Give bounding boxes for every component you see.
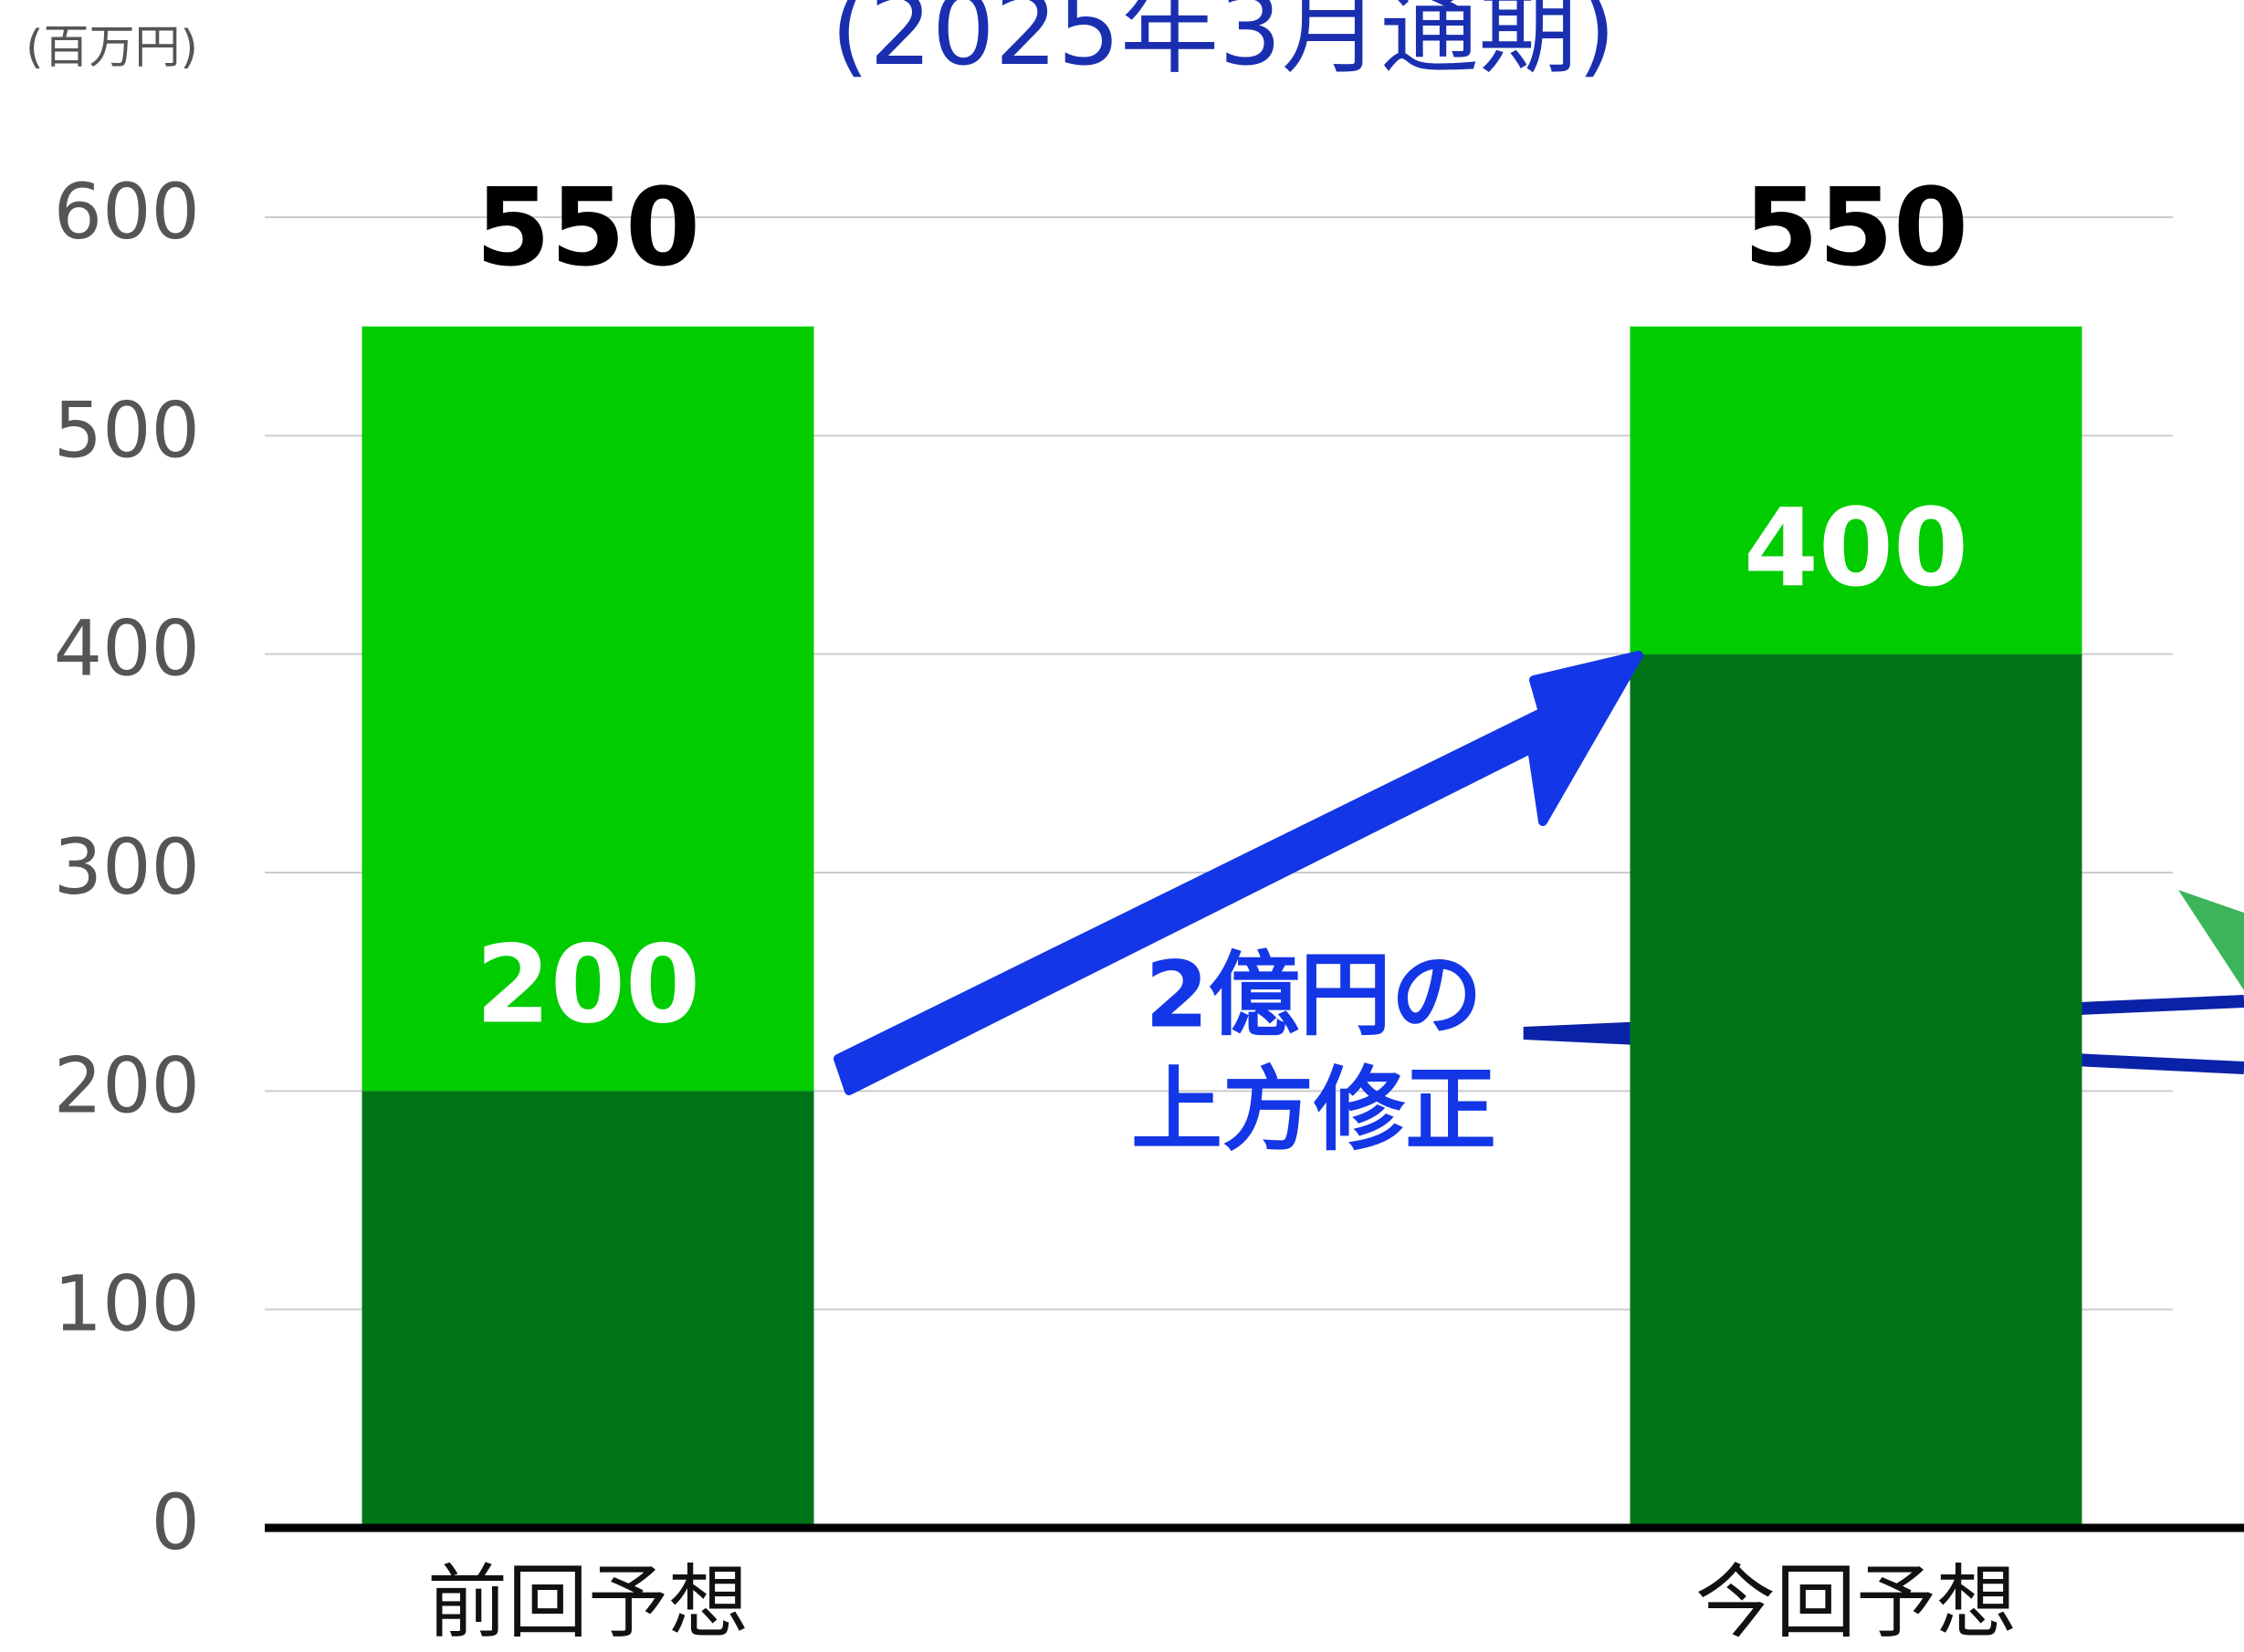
y-unit: (百万円): [26, 21, 198, 74]
x-tick-label: 前回予想: [427, 1555, 749, 1649]
y-tick-label: 0: [152, 1478, 200, 1567]
data-label: 200: [476, 922, 700, 1048]
bar-segment: [1630, 653, 2082, 1528]
arrow: [834, 651, 1643, 1095]
bar-segment: [362, 1091, 814, 1528]
bar-segment: [362, 326, 814, 1092]
y-tick-label: 400: [54, 604, 200, 694]
annotation: 2億円の: [1145, 941, 1483, 1048]
total-label: 550: [1744, 164, 1968, 290]
decoration: [2178, 890, 2244, 990]
chart-title: (2025年3月通期): [831, 0, 1616, 88]
y-tick-label: 100: [54, 1260, 200, 1349]
y-tick-label: 600: [54, 167, 200, 256]
y-tick-label: 200: [54, 1040, 200, 1130]
data-label: 400: [1744, 485, 1968, 611]
annotation: 上方修正: [1131, 1056, 1496, 1163]
total-label: 550: [476, 164, 700, 290]
x-tick-label: 今回予想: [1695, 1555, 2017, 1649]
bar-segment: [1630, 326, 2082, 654]
y-tick-label: 500: [54, 385, 200, 475]
y-tick-label: 300: [54, 822, 200, 912]
